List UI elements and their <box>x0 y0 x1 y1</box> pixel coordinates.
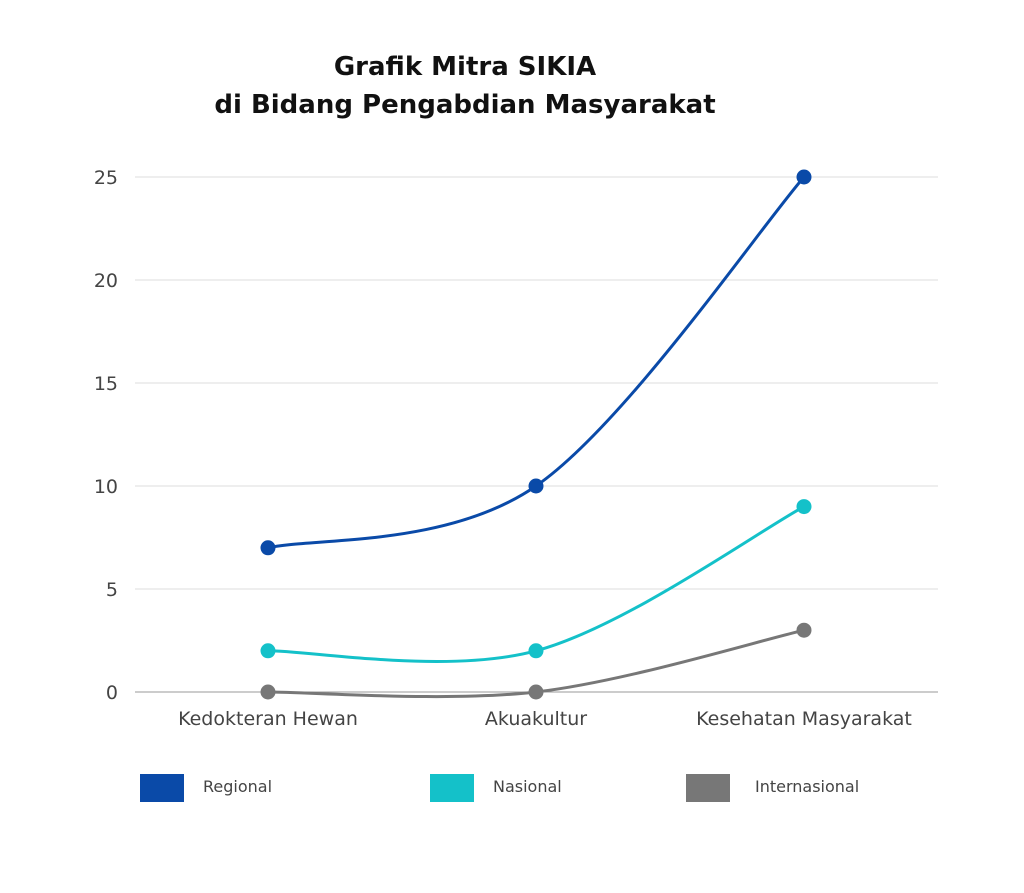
x-category-label: Kedokteran Hewan <box>178 708 358 730</box>
data-point-nasional <box>528 643 544 659</box>
legend-label-internasional: Internasional <box>755 777 859 796</box>
chart-title: Grafik Mitra SIKIA di Bidang Pengabdian … <box>160 48 770 124</box>
legend-swatch-internasional <box>686 774 730 802</box>
y-axis-ticks: 0 5 10 15 20 25 <box>94 167 118 704</box>
x-axis-categories: Kedokteran Hewan Akuakultur Kesehatan Masy… <box>178 708 912 730</box>
legend: Regional Nasional Internasional <box>140 774 859 802</box>
data-point-nasional <box>260 643 276 659</box>
data-point-internasional <box>260 684 276 700</box>
y-tick-label: 0 <box>106 682 118 704</box>
legend-label-nasional: Nasional <box>493 777 562 796</box>
y-tick-label: 25 <box>94 167 118 189</box>
x-category-label: Kesehatan Masyarakat <box>696 708 912 730</box>
data-point-nasional <box>796 499 812 515</box>
data-point-internasional <box>528 684 544 700</box>
legend-swatch-regional <box>140 774 184 802</box>
series-lines <box>266 175 806 699</box>
y-tick-label: 10 <box>94 476 118 498</box>
chart-title-line-1: Grafik Mitra SIKIA <box>333 52 597 82</box>
x-category-label: Akuakultur <box>485 708 587 730</box>
series-points <box>260 169 812 700</box>
chart-title-line-2: di Bidang Pengabdian Masyarakat <box>214 90 716 120</box>
y-tick-label: 20 <box>94 270 118 292</box>
data-point-regional <box>796 169 812 185</box>
legend-swatch-nasional <box>430 774 474 802</box>
legend-label-regional: Regional <box>203 777 272 796</box>
data-point-regional <box>528 478 544 494</box>
data-point-regional <box>260 540 276 556</box>
y-tick-label: 15 <box>94 373 118 395</box>
series-line-regional <box>266 175 806 550</box>
grid-lines <box>135 176 938 693</box>
data-point-internasional <box>796 622 812 638</box>
series-line-nasional <box>266 505 806 663</box>
y-tick-label: 5 <box>106 579 118 601</box>
